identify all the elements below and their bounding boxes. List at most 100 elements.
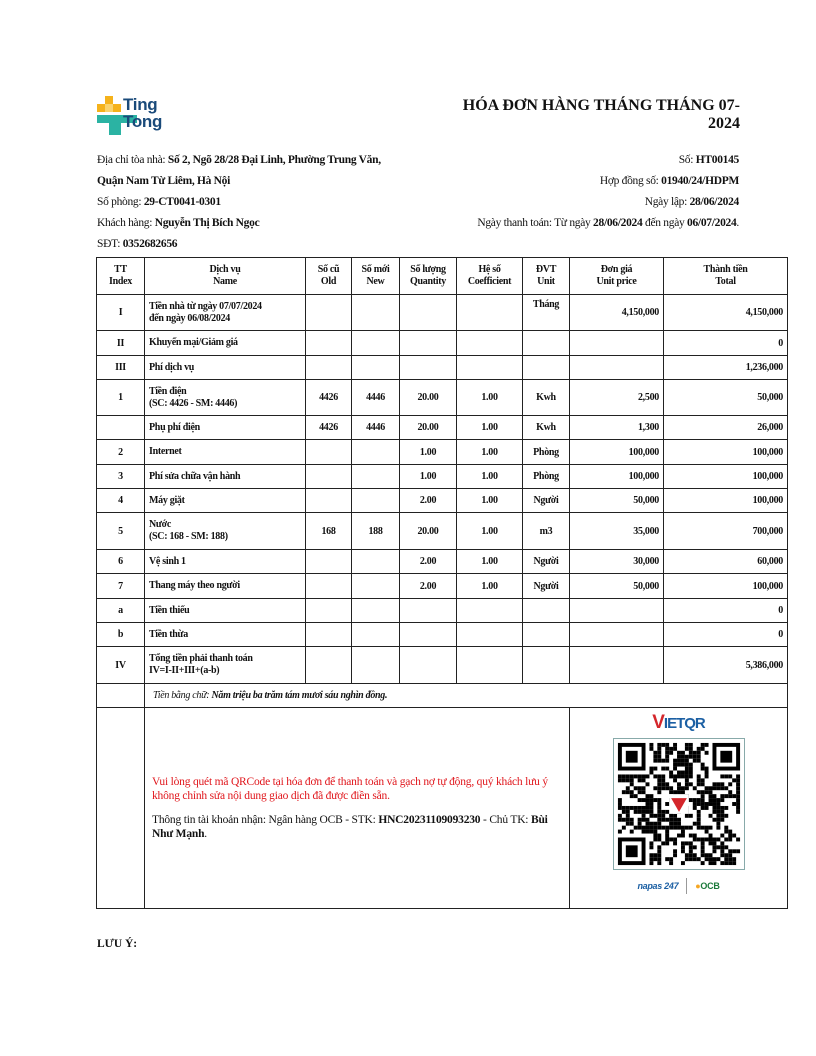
table-cell: 100,000 bbox=[569, 464, 664, 489]
table-cell: 188 bbox=[351, 512, 400, 550]
table-cell: IV bbox=[96, 646, 145, 684]
table-cell bbox=[456, 330, 523, 356]
table-cell bbox=[351, 294, 400, 331]
invoice-info: Số: HT00145 Hợp đồng số: 01940/24/HDPM N… bbox=[477, 150, 739, 234]
header-text: Số lượng bbox=[410, 264, 446, 275]
service-name: IV=I-II+III+(a-b) bbox=[149, 665, 220, 676]
invoice-number: Số: HT00145 bbox=[678, 154, 740, 166]
table-cell: 30,000 bbox=[569, 549, 664, 574]
table-cell: 100,000 bbox=[569, 439, 664, 465]
table-cell: 1.00 bbox=[456, 415, 523, 440]
created-date: Ngày lập: 28/06/2024 bbox=[644, 196, 740, 208]
table-cell: 6 bbox=[96, 549, 145, 574]
service-name: đến ngày 06/08/2024 bbox=[149, 312, 230, 324]
table-cell: 1.00 bbox=[456, 573, 523, 599]
table-cell: Phụ phí điện bbox=[144, 415, 306, 440]
table-cell: 5 bbox=[96, 512, 145, 550]
qr-notice: Vui lòng quét mã QRCode tại hóa đơn để t… bbox=[152, 776, 548, 802]
header-text: Old bbox=[320, 276, 337, 287]
column-header: Số lượng Quantity bbox=[399, 257, 457, 295]
header-text: Số mới bbox=[361, 264, 390, 275]
header-text: TT bbox=[114, 264, 127, 275]
table-cell: Phòng bbox=[522, 439, 570, 465]
table-cell: II bbox=[96, 330, 145, 356]
table-cell: 0 bbox=[663, 622, 788, 647]
header-text: New bbox=[366, 276, 385, 287]
table-cell: Khuyến mại/Giảm giá bbox=[144, 330, 306, 356]
service-name: Phí dịch vụ bbox=[149, 361, 195, 373]
table-cell: 4426 bbox=[305, 379, 352, 416]
column-header: Số cũ Old bbox=[305, 257, 352, 295]
table-row: b Tiền thừa 0 bbox=[96, 622, 788, 647]
table-cell bbox=[399, 294, 457, 331]
table-cell: Kwh bbox=[522, 379, 570, 416]
table-cell: 20.00 bbox=[399, 379, 457, 416]
table-cell bbox=[305, 598, 352, 623]
header-text: Hệ số bbox=[478, 264, 501, 275]
header-text: Số cũ bbox=[317, 264, 340, 275]
table-cell: m3 bbox=[522, 512, 570, 550]
table-cell bbox=[522, 622, 570, 647]
table-cell bbox=[305, 294, 352, 331]
table-cell: 100,000 bbox=[663, 573, 788, 599]
table-cell: 1.00 bbox=[399, 439, 457, 465]
table-cell: 1.00 bbox=[456, 488, 523, 513]
table-cell: Tháng bbox=[522, 294, 570, 331]
table-cell: Tiền thiếu bbox=[144, 598, 306, 623]
table-cell: Nước (SC: 168 - SM: 188) bbox=[144, 512, 306, 550]
table-cell bbox=[305, 355, 352, 380]
table-cell bbox=[351, 622, 400, 647]
contract-number: Hợp đồng số: 01940/24/HDPM bbox=[599, 175, 739, 187]
table-cell: Người bbox=[522, 488, 570, 513]
table-row: 2 Internet 1.00 1.00 Phòng 100,000 100,000 bbox=[96, 439, 788, 465]
table-cell bbox=[351, 549, 400, 574]
table-cell: 4426 bbox=[305, 415, 352, 440]
header-text: Unit price bbox=[596, 276, 637, 287]
invoice-title: HÓA ĐƠN HÀNG THÁNG THÁNG 07-2024 bbox=[462, 97, 740, 132]
qr-code[interactable] bbox=[612, 738, 745, 870]
header-text: Index bbox=[109, 276, 132, 287]
table-cell: 1.00 bbox=[456, 512, 523, 550]
table-cell bbox=[351, 464, 400, 489]
column-header: Dịch vụ Name bbox=[144, 257, 306, 295]
table-cell: 50,000 bbox=[569, 488, 664, 513]
table-cell: 1.00 bbox=[456, 379, 523, 416]
service-name: Tiền nhà từ ngày 07/07/2024 bbox=[149, 300, 262, 312]
service-name: Nước bbox=[149, 519, 171, 530]
table-cell bbox=[569, 355, 664, 380]
account-info: Thông tin tài khoản nhận: Ngân hàng OCB … bbox=[152, 814, 548, 840]
table-cell bbox=[456, 622, 523, 647]
table-cell bbox=[351, 355, 400, 380]
table-cell: 1.00 bbox=[456, 464, 523, 489]
table-row: III Phí dịch vụ 1,236,000 bbox=[96, 355, 788, 380]
table-cell bbox=[522, 598, 570, 623]
table-row: a Tiền thiếu 0 bbox=[96, 598, 788, 623]
table-cell bbox=[351, 330, 400, 356]
table-cell: III bbox=[96, 355, 145, 380]
logo-mark-icon bbox=[97, 96, 137, 135]
header-text: Total bbox=[715, 276, 736, 287]
column-header: Thành tiền Total bbox=[663, 257, 788, 295]
table-cell: 168 bbox=[305, 512, 352, 550]
table-cell bbox=[399, 646, 457, 684]
table-cell: 4,150,000 bbox=[663, 294, 788, 331]
table-cell: Phòng bbox=[522, 464, 570, 489]
table-cell: a bbox=[96, 598, 145, 623]
ocb-logo: ●OCB bbox=[695, 881, 720, 891]
table-cell bbox=[569, 598, 664, 623]
table-cell: 2.00 bbox=[399, 573, 457, 599]
table-cell bbox=[456, 598, 523, 623]
table-cell bbox=[305, 439, 352, 465]
table-cell bbox=[305, 646, 352, 684]
service-name: Vệ sinh 1 bbox=[149, 555, 186, 567]
table-cell: 20.00 bbox=[399, 415, 457, 440]
table-row: 7 Thang máy theo người 2.00 1.00 Người 50,000… bbox=[96, 573, 788, 599]
table-cell: 2,500 bbox=[569, 379, 664, 416]
table-cell: 1.00 bbox=[456, 439, 523, 465]
table-header: TT Index Dịch vụ Name Số cũ Old Số mới New Số lư… bbox=[96, 257, 788, 295]
table-cell: Vệ sinh 1 bbox=[144, 549, 306, 574]
table-cell bbox=[522, 355, 570, 380]
service-name: Tiền điện bbox=[149, 385, 187, 397]
table-cell: 35,000 bbox=[569, 512, 664, 550]
tingtong-logo: Ting Tong bbox=[97, 96, 197, 136]
